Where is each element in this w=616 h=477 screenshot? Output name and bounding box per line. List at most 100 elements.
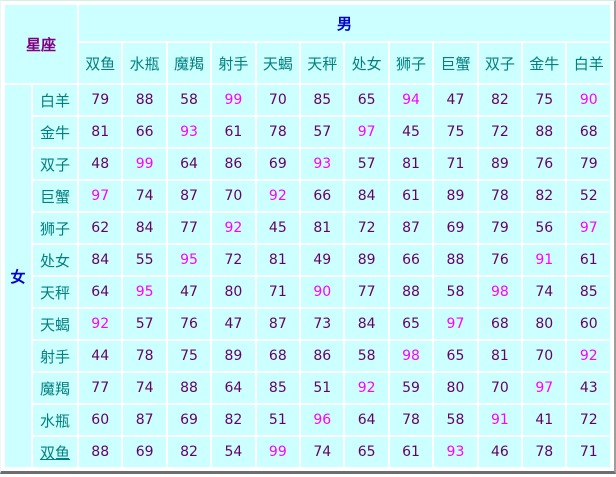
male-sign-header: 狮子 — [389, 43, 433, 83]
male-sign-header: 巨蟹 — [434, 43, 477, 83]
score-cell: 77 — [167, 213, 211, 243]
score-cell: 87 — [167, 181, 211, 211]
score-cell: 48 — [79, 149, 122, 179]
score-cell: 88 — [523, 117, 566, 147]
score-cell: 91 — [478, 405, 522, 435]
score-cell: 92 — [345, 373, 388, 403]
score-cell: 79 — [478, 213, 522, 243]
score-cell: 47 — [434, 85, 477, 115]
score-cell: 78 — [256, 117, 300, 147]
score-cell: 94 — [389, 85, 433, 115]
score-cell: 58 — [167, 85, 211, 115]
score-cell: 90 — [301, 277, 344, 307]
score-cell: 81 — [389, 149, 433, 179]
score-cell: 81 — [301, 213, 344, 243]
score-cell: 80 — [523, 309, 566, 339]
score-cell: 64 — [212, 373, 255, 403]
score-cell: 79 — [79, 85, 122, 115]
score-cell: 88 — [79, 437, 122, 467]
score-cell: 60 — [567, 309, 610, 339]
score-cell: 44 — [79, 341, 122, 371]
score-cell: 81 — [79, 117, 122, 147]
score-cell: 87 — [256, 309, 300, 339]
score-cell: 51 — [301, 373, 344, 403]
score-cell: 57 — [345, 149, 388, 179]
male-sign-header: 金牛 — [523, 43, 566, 83]
score-cell: 65 — [434, 341, 477, 371]
score-cell: 88 — [167, 373, 211, 403]
score-cell: 93 — [434, 437, 477, 467]
score-cell: 91 — [523, 245, 566, 275]
score-cell: 57 — [123, 309, 166, 339]
score-cell: 47 — [167, 277, 211, 307]
score-cell: 55 — [123, 245, 166, 275]
female-sign-label: 巨蟹 — [33, 181, 78, 211]
score-cell: 78 — [389, 405, 433, 435]
score-cell: 45 — [389, 117, 433, 147]
score-cell: 79 — [567, 149, 610, 179]
score-cell: 78 — [478, 181, 522, 211]
score-cell: 47 — [212, 309, 255, 339]
score-cell: 97 — [434, 309, 477, 339]
score-cell: 97 — [523, 373, 566, 403]
table-row: 双子 48 99 64 86 69 93 57 81 71 89 76 79 — [5, 149, 610, 179]
male-signs-row: 双鱼 水瓶 魔羯 射手 天蝎 天秤 处女 狮子 巨蟹 双子 金牛 白羊 — [5, 43, 610, 83]
score-cell: 58 — [434, 277, 477, 307]
score-cell: 64 — [79, 277, 122, 307]
score-cell: 98 — [478, 277, 522, 307]
score-cell: 52 — [567, 181, 610, 211]
score-cell: 68 — [567, 117, 610, 147]
score-cell: 66 — [301, 181, 344, 211]
score-cell: 86 — [301, 341, 344, 371]
score-cell: 84 — [345, 181, 388, 211]
score-cell: 68 — [478, 309, 522, 339]
table-row: 水瓶 60 87 69 82 51 96 64 78 58 91 41 72 — [5, 405, 610, 435]
score-cell: 84 — [123, 213, 166, 243]
score-cell: 85 — [567, 277, 610, 307]
female-sign-label: 狮子 — [33, 213, 78, 243]
score-cell: 99 — [123, 149, 166, 179]
female-sign-label: 双子 — [33, 149, 78, 179]
score-cell: 75 — [167, 341, 211, 371]
score-cell: 84 — [345, 309, 388, 339]
table-row: 狮子 62 84 77 92 45 81 72 87 69 79 56 97 — [5, 213, 610, 243]
table-row: 金牛 81 66 93 61 78 57 97 45 75 72 88 68 — [5, 117, 610, 147]
score-cell: 72 — [345, 213, 388, 243]
male-sign-header: 水瓶 — [123, 43, 166, 83]
score-cell: 70 — [212, 181, 255, 211]
score-cell: 64 — [345, 405, 388, 435]
score-cell: 89 — [478, 149, 522, 179]
score-cell: 76 — [523, 149, 566, 179]
score-cell: 74 — [523, 277, 566, 307]
score-cell: 87 — [389, 213, 433, 243]
score-cell: 99 — [212, 85, 255, 115]
score-cell: 69 — [123, 437, 166, 467]
score-cell: 76 — [478, 245, 522, 275]
table-row: 巨蟹 97 74 87 70 92 66 84 61 89 78 82 52 — [5, 181, 610, 211]
score-cell: 96 — [301, 405, 344, 435]
score-cell: 75 — [434, 117, 477, 147]
female-sign-label: 魔羯 — [33, 373, 78, 403]
score-cell: 69 — [434, 213, 477, 243]
score-cell: 61 — [212, 117, 255, 147]
score-cell: 82 — [167, 437, 211, 467]
score-cell: 80 — [434, 373, 477, 403]
score-cell: 70 — [478, 373, 522, 403]
score-cell: 85 — [301, 85, 344, 115]
score-cell: 74 — [123, 373, 166, 403]
score-cell: 64 — [167, 149, 211, 179]
male-sign-header: 天秤 — [301, 43, 344, 83]
score-cell: 71 — [567, 437, 610, 467]
score-cell: 88 — [434, 245, 477, 275]
score-cell: 77 — [79, 373, 122, 403]
score-cell: 54 — [212, 437, 255, 467]
score-cell: 80 — [212, 277, 255, 307]
score-cell: 99 — [256, 437, 300, 467]
female-sign-label: 天秤 — [33, 277, 78, 307]
table-body: 女白羊 79 88 58 99 70 85 65 94 47 82 75 90 金牛 81 66 93 61 78 5… — [5, 85, 610, 467]
table-row: 射手 44 78 75 89 68 86 58 98 65 81 70 92 — [5, 341, 610, 371]
male-sign-header: 射手 — [212, 43, 255, 83]
female-sign-label: 射手 — [33, 341, 78, 371]
score-cell: 51 — [256, 405, 300, 435]
female-sign-label[interactable]: 双鱼 — [33, 437, 78, 467]
